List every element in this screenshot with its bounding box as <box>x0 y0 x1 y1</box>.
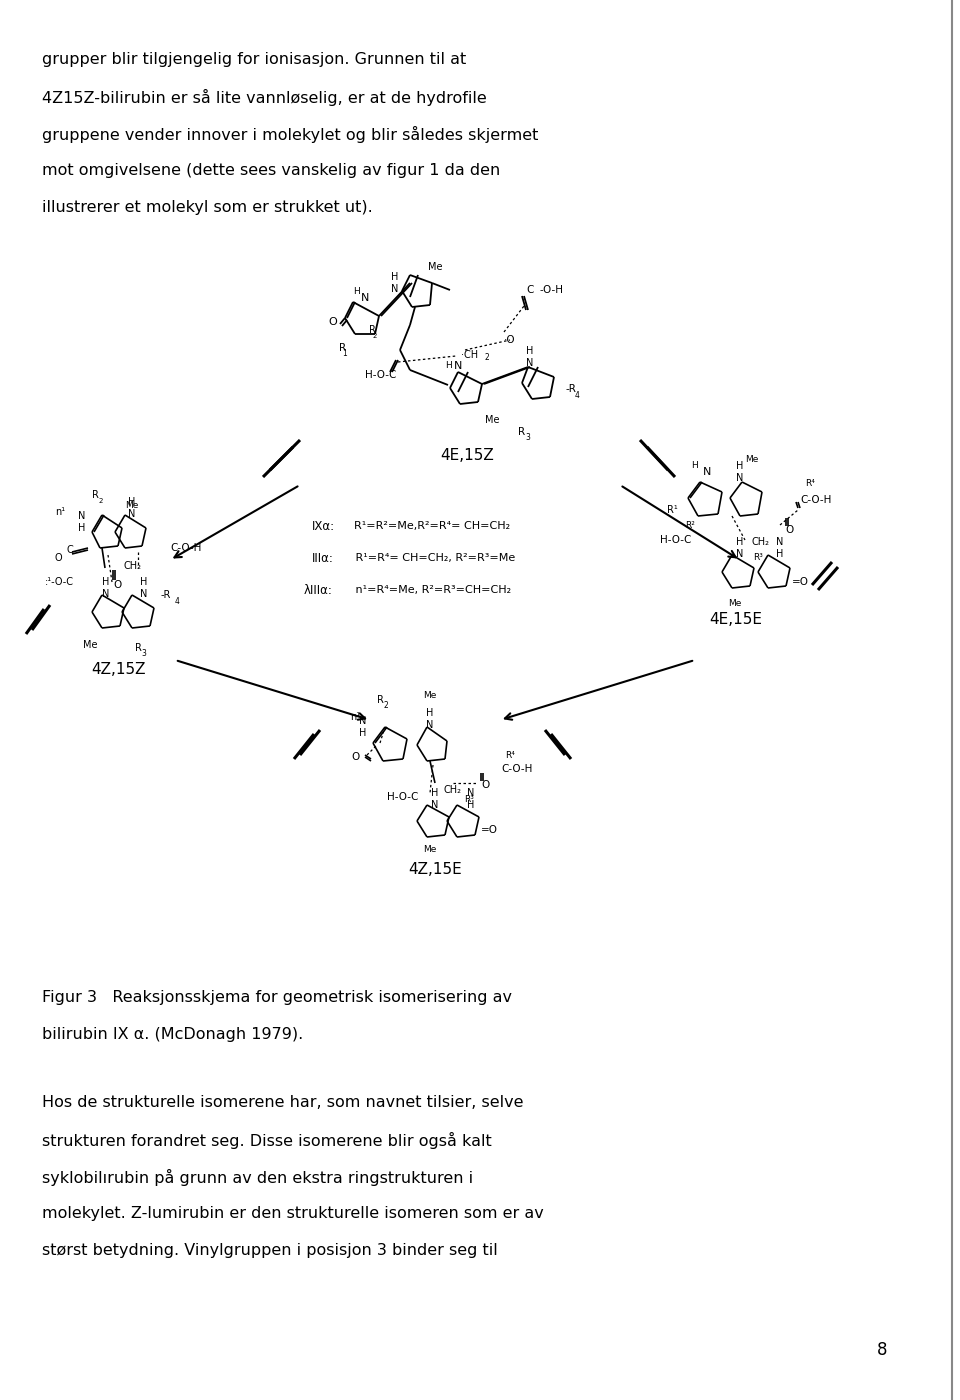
Text: mot omgivelsene (dette sees vanskelig av figur 1 da den: mot omgivelsene (dette sees vanskelig av… <box>42 162 500 178</box>
Text: 4: 4 <box>575 391 580 399</box>
Text: N
H: N H <box>777 538 783 559</box>
Text: R: R <box>369 325 376 335</box>
Text: 3: 3 <box>141 650 147 658</box>
Text: 2: 2 <box>372 333 377 339</box>
Text: C-O-H: C-O-H <box>800 496 831 505</box>
Text: -O-H: -O-H <box>540 286 564 295</box>
Text: R¹=R⁴= CH=CH₂, R²=R³=Me: R¹=R⁴= CH=CH₂, R²=R³=Me <box>352 553 516 563</box>
Text: C: C <box>66 545 73 554</box>
Text: N
H: N H <box>359 717 367 738</box>
Text: O: O <box>114 580 122 589</box>
Text: O: O <box>481 780 490 790</box>
Text: 4: 4 <box>175 596 180 605</box>
Text: 2: 2 <box>99 498 103 504</box>
Text: R: R <box>91 490 99 500</box>
Text: N
H: N H <box>79 511 85 533</box>
Text: H-O-C: H-O-C <box>660 535 691 545</box>
Text: H
N: H N <box>140 577 148 599</box>
Text: R: R <box>339 343 347 353</box>
Text: CH₂: CH₂ <box>751 538 769 547</box>
Text: λIIIα:: λIIIα: <box>304 584 333 596</box>
Text: -R: -R <box>161 589 171 601</box>
Text: :¹-O-C: :¹-O-C <box>45 577 74 587</box>
Text: 4Z,15Z: 4Z,15Z <box>91 662 145 678</box>
Text: Hos de strukturelle isomerene har, som navnet tilsier, selve: Hos de strukturelle isomerene har, som n… <box>42 1095 523 1110</box>
Text: R³: R³ <box>464 795 474 804</box>
Text: H-O-C: H-O-C <box>365 370 396 379</box>
Text: H
N: H N <box>103 577 109 599</box>
Text: H
N: H N <box>426 708 434 729</box>
Text: O: O <box>328 316 337 328</box>
Text: CH₂: CH₂ <box>444 785 462 795</box>
Text: 4Z15Z-bilirubin er så lite vannløselig, er at de hydrofile: 4Z15Z-bilirubin er så lite vannløselig, … <box>42 90 487 106</box>
Text: H
N: H N <box>431 788 439 809</box>
Text: R¹=R²=Me,R²=R⁴= CH=CH₂: R¹=R²=Me,R²=R⁴= CH=CH₂ <box>347 521 510 531</box>
Text: =O: =O <box>481 825 497 834</box>
Text: Me: Me <box>423 846 437 854</box>
Text: bilirubin IX α. (McDonagh 1979).: bilirubin IX α. (McDonagh 1979). <box>42 1028 303 1042</box>
Text: n¹=R⁴=Me, R²=R³=CH=CH₂: n¹=R⁴=Me, R²=R³=CH=CH₂ <box>352 585 511 595</box>
Text: R: R <box>518 427 525 437</box>
Text: H
N: H N <box>129 497 135 519</box>
Text: 4E,15E: 4E,15E <box>709 613 762 627</box>
Text: IIIα:: IIIα: <box>312 552 334 564</box>
Text: =O: =O <box>791 577 808 587</box>
Text: R: R <box>134 643 141 652</box>
Text: syklobilırubin på grunn av den ekstra ringstrukturen i: syklobilırubin på grunn av den ekstra ri… <box>42 1169 473 1186</box>
Text: grupper blir tilgjengelig for ionisasjon. Grunnen til at: grupper blir tilgjengelig for ionisasjon… <box>42 52 467 67</box>
Text: Me: Me <box>485 414 499 426</box>
Text: Me: Me <box>729 599 742 609</box>
Text: n¹: n¹ <box>350 713 360 722</box>
Text: IXα:: IXα: <box>312 519 335 532</box>
Text: N
H: N H <box>468 788 474 809</box>
Text: O: O <box>54 553 61 563</box>
Text: n¹: n¹ <box>55 507 65 517</box>
Text: ·CH: ·CH <box>462 350 479 360</box>
Text: -R: -R <box>566 384 577 393</box>
Text: 3: 3 <box>525 434 531 442</box>
Text: C-O-H: C-O-H <box>501 764 533 774</box>
Text: CH₂: CH₂ <box>123 561 141 571</box>
Text: 2: 2 <box>485 353 490 363</box>
Text: Me: Me <box>745 455 758 465</box>
Text: Me: Me <box>428 262 443 272</box>
Text: Me: Me <box>126 501 138 510</box>
Text: 4E,15Z: 4E,15Z <box>440 448 493 462</box>
Text: molekylet. Z-lumirubin er den strukturelle isomeren som er av: molekylet. Z-lumirubin er den strukturel… <box>42 1205 543 1221</box>
Text: R³: R³ <box>753 553 763 563</box>
Text: C-O-H: C-O-H <box>170 543 202 553</box>
Text: N: N <box>454 361 462 371</box>
Text: H: H <box>444 361 451 371</box>
Text: R⁴: R⁴ <box>505 750 515 759</box>
Text: H
N: H N <box>736 538 744 559</box>
Text: Me: Me <box>83 640 97 650</box>
Text: størst betydning. Vinylgruppen i posisjon 3 binder seg til: størst betydning. Vinylgruppen i posisjo… <box>42 1243 497 1259</box>
Text: illustrerer et molekyl som er strukket ut).: illustrerer et molekyl som er strukket u… <box>42 200 372 216</box>
Text: strukturen forandret seg. Disse isomerene blir også kalt: strukturen forandret seg. Disse isomeren… <box>42 1133 492 1149</box>
Text: H
N: H N <box>392 272 398 294</box>
Text: N: N <box>361 293 370 302</box>
Text: H
N: H N <box>526 346 534 368</box>
Text: Me: Me <box>423 690 437 700</box>
Text: O: O <box>350 752 359 762</box>
Text: O: O <box>786 525 794 535</box>
Text: N: N <box>703 468 711 477</box>
Text: R¹: R¹ <box>666 505 678 515</box>
Text: C: C <box>526 286 534 295</box>
Text: H
N: H N <box>736 461 744 483</box>
Text: Figur 3   Reaksjonsskjema for geometrisk isomerisering av: Figur 3 Reaksjonsskjema for geometrisk i… <box>42 990 512 1005</box>
Text: R²: R² <box>685 522 695 531</box>
Text: 4Z,15E: 4Z,15E <box>408 862 462 878</box>
Text: gruppene vender innover i molekylet og blir således skjermet: gruppene vender innover i molekylet og b… <box>42 126 539 143</box>
Text: 2: 2 <box>384 701 389 711</box>
Text: H: H <box>353 287 360 297</box>
Text: 8: 8 <box>876 1341 887 1359</box>
Text: H: H <box>691 461 698 469</box>
Text: ·O: ·O <box>504 335 516 344</box>
Text: R⁴: R⁴ <box>805 479 815 489</box>
Text: 1: 1 <box>343 350 348 358</box>
Text: H-O-C: H-O-C <box>387 792 419 802</box>
Text: R: R <box>376 694 383 706</box>
